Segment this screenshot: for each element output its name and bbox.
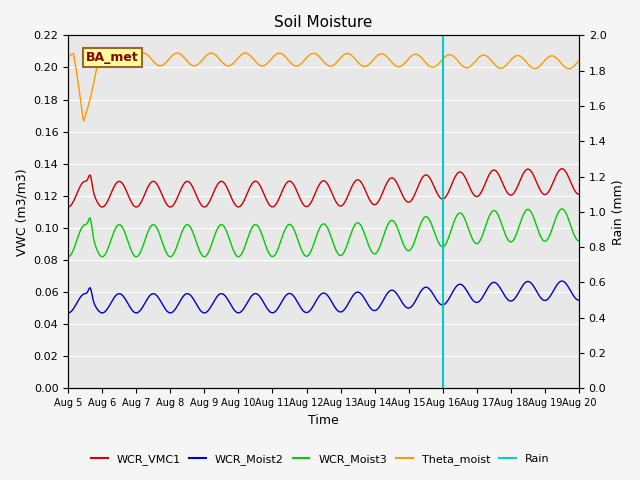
Y-axis label: Rain (mm): Rain (mm) [612, 179, 625, 245]
X-axis label: Time: Time [308, 414, 339, 427]
Legend: WCR_VMC1, WCR_Moist2, WCR_Moist3, Theta_moist, Rain: WCR_VMC1, WCR_Moist2, WCR_Moist3, Theta_… [86, 450, 554, 469]
Title: Soil Moisture: Soil Moisture [275, 15, 372, 30]
Text: BA_met: BA_met [86, 51, 139, 64]
Y-axis label: VWC (m3/m3): VWC (m3/m3) [15, 168, 28, 256]
